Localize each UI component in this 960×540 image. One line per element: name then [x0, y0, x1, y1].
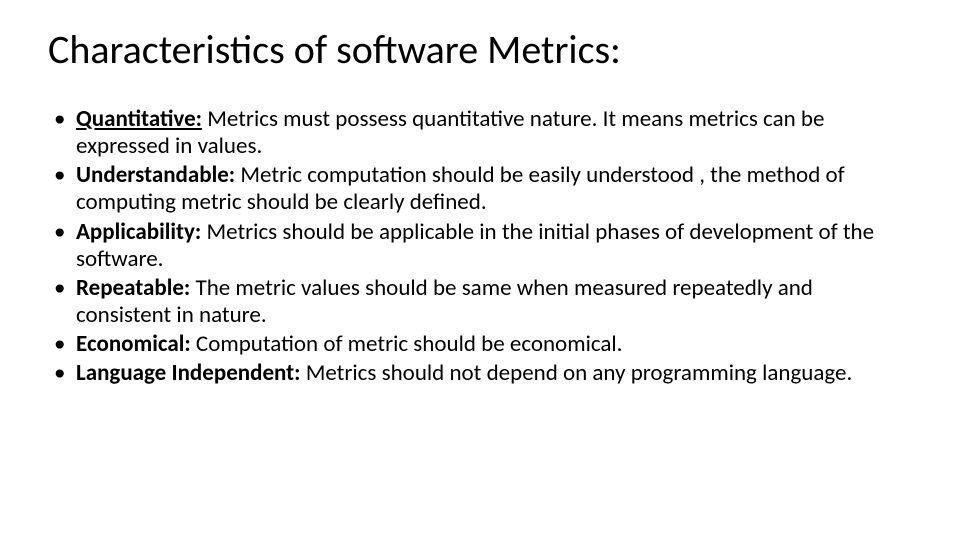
list-item: Language Independent: Metrics should not…: [72, 360, 912, 387]
bullet-list: Quantitative: Metrics must possess quant…: [48, 106, 912, 387]
term-label: Applicability:: [76, 218, 201, 246]
term-desc: Computation of metric should be economic…: [191, 330, 623, 358]
list-item: Applicability: Metrics should be applica…: [72, 219, 912, 273]
term-desc: Metrics should not depend on any program…: [301, 359, 853, 387]
list-item: Repeatable: The metric values should be …: [72, 275, 912, 329]
slide-title: Characteristics of software Metrics:: [48, 28, 912, 72]
slide: Characteristics of software Metrics: Qua…: [0, 0, 960, 540]
term-label: Economical:: [76, 330, 191, 358]
term-label: Repeatable:: [76, 274, 190, 302]
list-item: Quantitative: Metrics must possess quant…: [72, 106, 912, 160]
term-label: Quantitative:: [76, 105, 202, 133]
term-label: Understandable:: [76, 161, 235, 189]
term-label: Language Independent:: [76, 359, 301, 387]
list-item: Economical: Computation of metric should…: [72, 331, 912, 358]
list-item: Understandable: Metric computation shoul…: [72, 162, 912, 216]
